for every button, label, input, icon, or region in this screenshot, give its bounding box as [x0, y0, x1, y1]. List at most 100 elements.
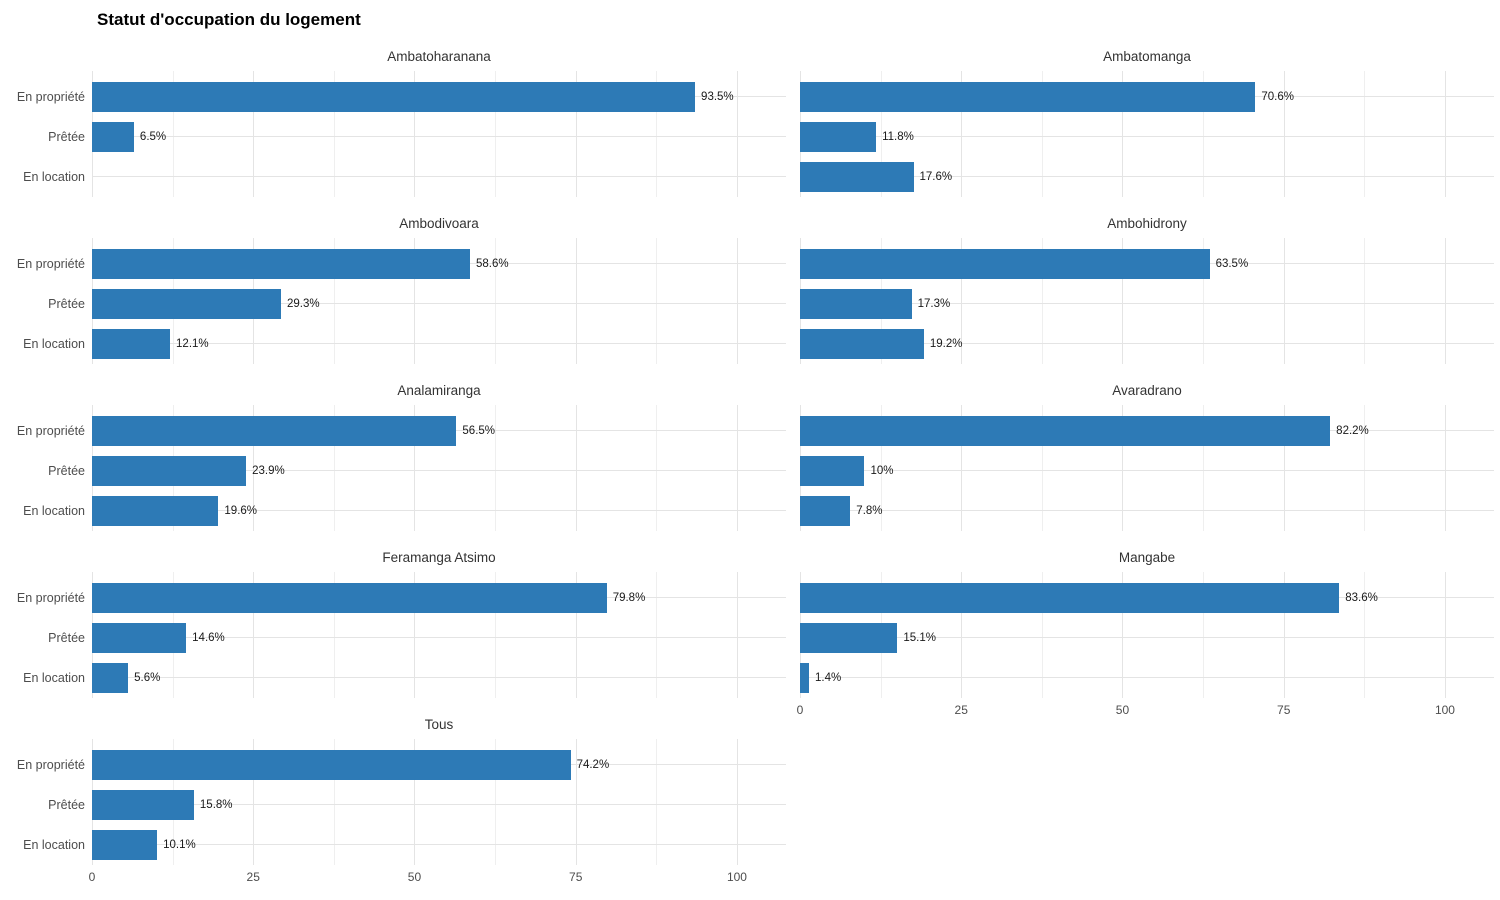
facet-panel: 93.5% 6.5%: [92, 71, 786, 197]
bar-value-label: 23.9%: [252, 465, 285, 477]
bar-row: 1.4%: [800, 658, 1494, 698]
y-axis-label-en-location: En location: [23, 671, 85, 685]
y-axis-label-pretee: Prêtée: [48, 464, 85, 478]
bar-en-location: [800, 496, 851, 526]
bar-row: 19.2%: [800, 324, 1494, 364]
facet-panel: 63.5% 17.3% 19.2%: [800, 238, 1494, 364]
bar-row: 5.6%: [92, 658, 786, 698]
facet-avaradrano: Avaradrano 82.2% 10% 7.8%: [790, 379, 1500, 546]
y-axis-labels: En propriété Prêtée En location: [0, 71, 92, 197]
bar-row: 10%: [800, 451, 1494, 491]
chart-title: Statut d'occupation du logement: [97, 10, 361, 29]
bar-value-label: 15.8%: [199, 799, 233, 811]
bar-value-label: 63.5%: [1215, 258, 1249, 270]
bar-en-location: [800, 162, 914, 192]
facet-ambatomanga: Ambatomanga 70.6% 11.8% 17.6%: [790, 45, 1500, 212]
y-axis-label-pretee: Prêtée: [48, 130, 85, 144]
x-axis: 0 25 50 75 100: [88, 870, 786, 886]
facet-panel: 56.5% 23.9% 19.6%: [92, 405, 786, 531]
y-axis-label-en-location: En location: [23, 504, 85, 518]
bar-value-label: 19.6%: [224, 505, 258, 517]
bar-value-label: 82.2%: [1336, 425, 1369, 437]
bar-row: 82.2%: [800, 411, 1494, 451]
y-axis-label-pretee: Prêtée: [48, 297, 85, 311]
bar-row: 19.6%: [92, 491, 786, 531]
facet-panel: 82.2% 10% 7.8%: [800, 405, 1494, 531]
x-tick-75: 75: [1277, 703, 1291, 717]
bar-value-label: 12.1%: [176, 338, 209, 350]
y-axis-label-pretee: Prêtée: [48, 631, 85, 645]
bar-row: 17.3%: [800, 284, 1494, 324]
y-axis-label-en-propriete: En propriété: [16, 424, 85, 438]
y-axis-label-en-location: En location: [23, 337, 85, 351]
bar-row: 29.3%: [92, 284, 786, 324]
facet-title: Avaradrano: [1112, 383, 1182, 398]
facet-mangabe: Mangabe 83.6% 15.1% 1.4% 0 25 50: [790, 546, 1500, 717]
bar-value-label: 17.3%: [917, 298, 951, 310]
y-axis-label-en-propriete: En propriété: [16, 591, 85, 605]
bar-en-propriete: [92, 416, 457, 446]
facet-panel: 58.6% 29.3% 12.1%: [92, 238, 786, 364]
bar-row: 70.6%: [800, 77, 1494, 117]
bar-value-label: 17.6%: [919, 171, 953, 183]
y-axis-label-en-propriete: En propriété: [16, 90, 85, 104]
y-axis-labels: En propriété Prêtée En location: [0, 739, 92, 865]
facet-title: Ambatomanga: [1103, 49, 1191, 64]
bar-value-label: 93.5%: [701, 91, 734, 103]
bar-value-label: 7.8%: [856, 505, 883, 517]
bar-row: 14.6%: [92, 618, 786, 658]
bar-row: 17.6%: [800, 157, 1494, 197]
bar-value-label: 79.8%: [612, 592, 646, 604]
bar-pretee: [800, 623, 898, 653]
facet-panel: 83.6% 15.1% 1.4%: [800, 572, 1494, 698]
bar-row: 11.8%: [800, 117, 1494, 157]
bar-en-propriete: [800, 249, 1210, 279]
y-axis-label-en-location: En location: [23, 838, 85, 852]
y-axis-labels: En propriété Prêtée En location: [0, 572, 92, 698]
y-axis-label-en-propriete: En propriété: [16, 257, 85, 271]
bar-en-propriete: [800, 583, 1340, 613]
y-axis-label-en-location: En location: [23, 170, 85, 184]
bar-value-label: 29.3%: [286, 298, 320, 310]
bar-row: [92, 157, 786, 197]
bar-value-label: 56.5%: [462, 425, 496, 437]
x-tick-50: 50: [1115, 703, 1130, 717]
bar-en-location: [92, 663, 129, 693]
bar-value-label: 11.8%: [882, 131, 914, 143]
bar-en-location: [800, 329, 924, 359]
bar-pretee: [800, 289, 912, 319]
facet-title: Ambatoharanana: [387, 49, 491, 64]
x-tick-50: 50: [407, 870, 422, 884]
bar-value-label: 70.6%: [1261, 91, 1294, 103]
bar-pretee: [800, 456, 865, 486]
bar-row: 15.8%: [92, 785, 786, 825]
bar-row: 6.5%: [92, 117, 786, 157]
y-axis-label-en-propriete: En propriété: [16, 758, 85, 772]
bar-en-propriete: [800, 416, 1331, 446]
x-tick-25: 25: [954, 703, 968, 717]
bar-en-location: [92, 329, 171, 359]
bar-en-propriete: [92, 750, 571, 780]
facet-analamiranga: Analamiranga En propriété Prêtée En loca…: [0, 379, 790, 546]
x-tick-0: 0: [88, 870, 96, 884]
bar-row: 10.1%: [92, 825, 786, 865]
y-axis-labels: En propriété Prêtée En location: [0, 405, 92, 531]
facet-title: Analamiranga: [397, 383, 481, 398]
bar-value-label: 6.5%: [139, 131, 167, 143]
bar-row: 83.6%: [800, 578, 1494, 618]
x-tick-100: 100: [726, 870, 747, 884]
bar-value-label: 19.2%: [929, 338, 963, 350]
x-tick-100: 100: [1434, 703, 1455, 717]
facet-grid: Ambatoharanana En propriété Prêtée En lo…: [0, 45, 1500, 884]
bar-row: 63.5%: [800, 244, 1494, 284]
facet-ambodivoara: Ambodivoara En propriété Prêtée En locat…: [0, 212, 790, 379]
facet-title: Mangabe: [1118, 550, 1176, 565]
bar-value-label: 10.1%: [163, 839, 196, 851]
bar-value-label: 74.2%: [576, 759, 610, 771]
bar-pretee: [92, 289, 281, 319]
bar-value-label: 1.4%: [815, 672, 842, 684]
facet-tous: Tous En propriété Prêtée En location 74.…: [0, 713, 790, 884]
bar-pretee: [92, 456, 247, 486]
y-axis-label-pretee: Prêtée: [48, 798, 85, 812]
bar-value-label: 15.1%: [903, 632, 936, 644]
